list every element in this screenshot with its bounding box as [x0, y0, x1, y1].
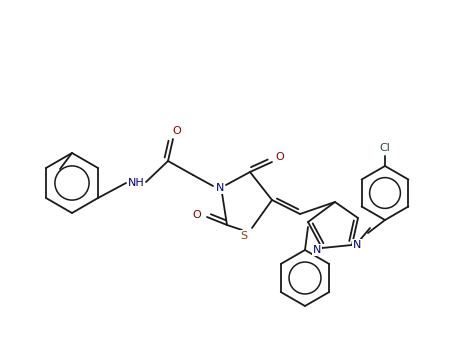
Text: S: S — [241, 231, 248, 241]
Text: NH: NH — [128, 178, 144, 188]
Text: O: O — [276, 152, 285, 162]
Text: N: N — [353, 240, 361, 250]
Text: O: O — [193, 210, 201, 220]
Text: N: N — [216, 183, 224, 193]
Text: O: O — [173, 126, 182, 136]
Text: N: N — [313, 245, 321, 255]
Text: Cl: Cl — [380, 143, 390, 153]
